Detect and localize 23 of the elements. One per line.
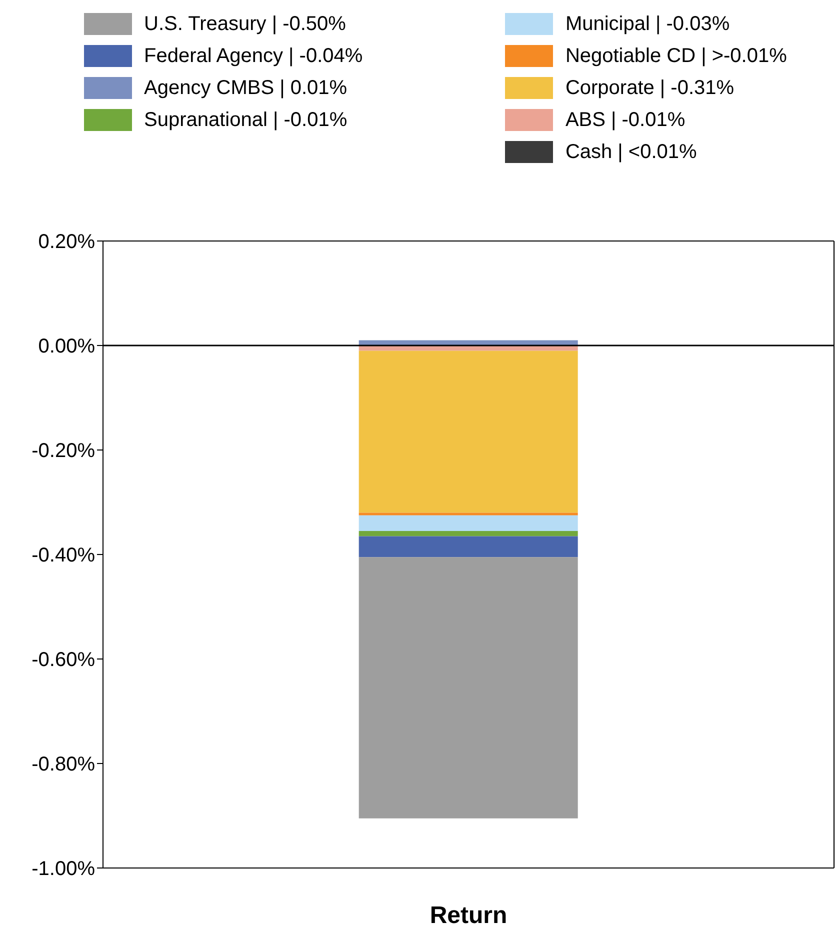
y-tick-label: -0.80% — [32, 754, 96, 776]
legend-label: Cash | <0.01% — [565, 140, 697, 164]
y-tick-label: -0.40% — [32, 544, 96, 567]
bar — [358, 530, 578, 536]
legend-label: Federal Agency | -0.04% — [144, 44, 363, 68]
bar — [358, 515, 578, 531]
bar — [358, 557, 578, 818]
legend-label: Municipal | -0.03% — [565, 12, 730, 36]
legend-label: U.S. Treasury | -0.50% — [144, 12, 346, 36]
legend-label: Agency CMBS | 0.01% — [144, 76, 348, 100]
y-tick-label: -0.60% — [32, 649, 96, 672]
bar — [358, 536, 578, 558]
x-tick-label: Return — [430, 902, 508, 930]
legend-label: Supranational | -0.01% — [144, 108, 348, 132]
y-tick-label: 0.00% — [38, 336, 96, 358]
legend-label: ABS | -0.01% — [565, 108, 686, 132]
bar — [358, 350, 578, 513]
bar — [358, 512, 578, 516]
legend-label: Negotiable CD | >-0.01% — [565, 44, 787, 68]
legend-label: Corporate | -0.31% — [565, 76, 734, 100]
y-tick-label: -0.20% — [32, 440, 96, 462]
y-tick-label: 0.20% — [38, 231, 96, 254]
y-tick-label: -1.00% — [32, 858, 96, 880]
